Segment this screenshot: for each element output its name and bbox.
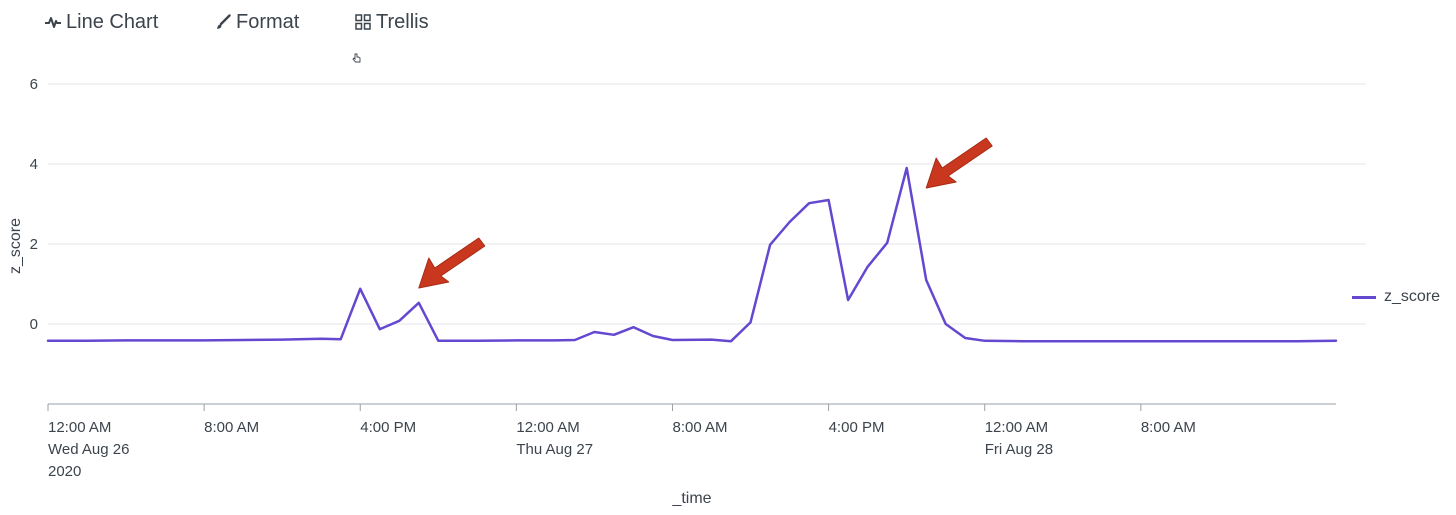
line-chart-label: Line Chart <box>66 10 159 33</box>
grid-icon <box>354 13 372 31</box>
annotation-arrow <box>925 137 993 189</box>
x-tick-label: 12:00 AM <box>516 419 579 436</box>
x-tick-label: 8:00 AM <box>1141 419 1196 436</box>
y-axis-title: z_score <box>7 218 24 274</box>
y-tick-label: 0 <box>30 316 38 333</box>
chart-toolbar: Line Chart Format Trellis <box>44 8 564 38</box>
legend-label: z_score <box>1384 288 1441 305</box>
x-tick-label: 4:00 PM <box>360 419 416 436</box>
x-tick-label: 2020 <box>48 463 81 480</box>
x-tick-label: Fri Aug 28 <box>985 441 1053 458</box>
x-tick-label: 12:00 AM <box>985 419 1048 436</box>
series-layer <box>46 166 1338 343</box>
x-tick-label: Thu Aug 27 <box>516 441 593 458</box>
x-tick-label: 8:00 AM <box>672 419 727 436</box>
x-tick-label: 12:00 AM <box>48 419 111 436</box>
x-tick-label: 4:00 PM <box>829 419 885 436</box>
y-axis-ticks: 0 2 4 6 <box>30 76 38 333</box>
annotation-arrow <box>418 237 486 289</box>
line-chart-icon <box>44 13 62 31</box>
y-tick-label: 2 <box>30 236 38 253</box>
arrow-shape <box>925 137 993 189</box>
legend-swatch <box>1352 295 1376 299</box>
series-line-z-score[interactable] <box>46 166 1338 343</box>
paintbrush-icon <box>214 13 232 31</box>
annotation-layer <box>418 137 993 289</box>
trellis-menu-button[interactable]: Trellis <box>354 8 429 36</box>
y-tick-label: 4 <box>30 156 38 173</box>
y-tick-label: 6 <box>30 76 38 93</box>
x-tick-label: Wed Aug 26 <box>48 441 129 458</box>
format-label: Format <box>236 10 300 33</box>
grid-lines <box>48 83 1366 325</box>
line-chart-menu-button[interactable]: Line Chart <box>44 8 158 36</box>
x-axis-title: _time <box>671 490 711 507</box>
format-menu-button[interactable]: Format <box>214 8 299 36</box>
x-axis-ticks: 12:00 AM Wed Aug 26 2020 8:00 AM 4:00 PM 12:0… <box>47 404 1196 480</box>
trellis-label: Trellis <box>376 10 429 33</box>
hand-cursor-icon <box>352 50 362 63</box>
chart-legend[interactable]: z_score <box>1352 288 1440 306</box>
arrow-shape <box>418 237 486 289</box>
x-tick-label: 8:00 AM <box>204 419 259 436</box>
